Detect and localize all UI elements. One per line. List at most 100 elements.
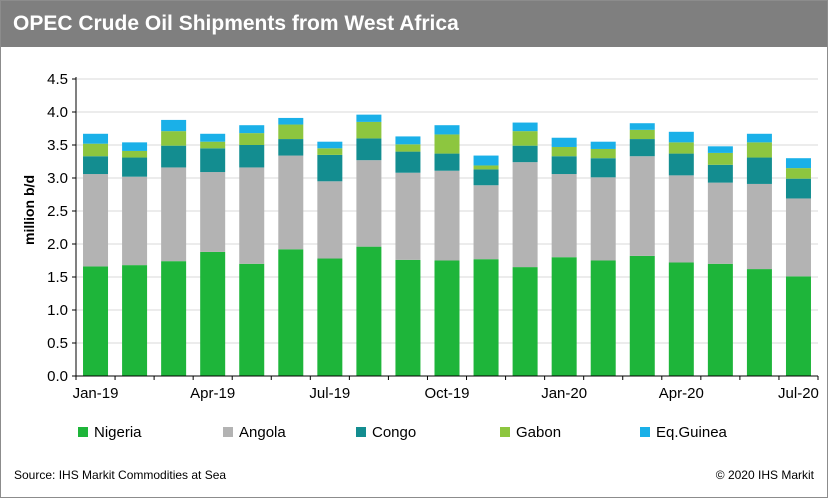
bar-segment-angola [473,185,499,260]
bar-segment-nigeria [161,261,187,376]
bar-segment-gabon [512,131,538,146]
bar-segment-congo [473,169,499,186]
bar-segment-nigeria [434,260,460,376]
y-tick-label: 1.5 [47,269,68,286]
bar-segment-angola [356,160,382,247]
bar-segment-gabon [395,144,421,152]
x-tick-label: Apr-19 [190,385,235,402]
bar-segment-gabon [278,124,304,140]
y-tick-label: 2.5 [47,203,68,220]
bar-segment-angola [122,176,148,266]
bar-segment-angola [83,174,109,267]
bar-segment-nigeria [590,260,616,376]
x-tick-label: Jan-20 [541,385,587,402]
y-tick-label: 1.0 [47,302,68,319]
y-tick-label: 4.5 [47,71,68,88]
bar-segment-nigeria [200,251,226,376]
bar-segment-angola [746,183,772,270]
bar-segment-congo [590,158,616,178]
bar-segment-angola [551,174,577,258]
legend-label: Gabon [516,424,561,441]
bar-segment-angola [590,177,616,261]
legend-swatch [500,427,510,437]
bar-segment-eqguinea [668,131,694,143]
y-axis-label: million b/d [21,175,37,245]
bar-segment-congo [356,138,382,161]
source-note: Source: IHS Markit Commodities at Sea [14,468,227,482]
bar-segment-eqguinea [707,146,733,153]
bar-segment-nigeria [785,276,811,376]
title-bar: OPEC Crude Oil Shipments from West Afric… [1,1,827,47]
y-tick-label: 0.0 [47,368,68,385]
bar-segment-nigeria [239,263,265,376]
bar-segment-congo [200,148,226,173]
bar-segment-gabon [200,141,226,149]
legend-label: Eq.Guinea [656,424,728,441]
bar-segment-angola [161,167,187,262]
bar-segment-congo [434,153,460,171]
bar-segment-eqguinea [785,158,811,169]
bar-segment-nigeria [473,259,499,376]
bar-segment-gabon [83,143,109,157]
bar-segment-angola [629,156,655,256]
y-tick-label: 0.5 [47,335,68,352]
bar-segment-angola [317,181,343,259]
chart-title: OPEC Crude Oil Shipments from West Afric… [13,12,459,35]
legend-swatch [356,427,366,437]
bar-segment-nigeria [512,267,538,376]
x-tick-label: Jul-19 [309,385,350,402]
legend-swatch [78,427,88,437]
axes [72,77,819,380]
bar-segment-congo [239,145,265,168]
bar-segment-angola [278,155,304,250]
bar-segment-eqguinea [83,133,109,144]
bar-segment-congo [278,139,304,156]
y-tick-label: 3.5 [47,137,68,154]
bar-segment-gabon [746,142,772,158]
bar-segment-eqguinea [629,123,655,130]
legend-swatch [223,427,233,437]
bar-segment-gabon [629,129,655,140]
bar-segment-gabon [473,165,499,170]
legend-label: Angola [239,424,286,441]
bar-segment-eqguinea [434,125,460,135]
bar-segment-gabon [317,148,343,155]
bar-segment-eqguinea [473,155,499,166]
bar-segment-nigeria [356,246,382,376]
bar-segment-congo [551,156,577,175]
bar-segment-nigeria [707,263,733,376]
x-tick-label: Jan-19 [73,385,119,402]
bar-segment-nigeria [551,257,577,376]
bar-segment-eqguinea [551,137,577,147]
bar-segment-gabon [551,146,577,157]
x-tick-label: Oct-19 [424,385,469,402]
bar-segment-nigeria [746,269,772,376]
bar-segment-angola [668,175,694,263]
x-tick-label: Apr-20 [659,385,704,402]
bar-segment-gabon [161,131,187,146]
y-tick-labels: 0.0 0.5 1.0 1.5 2.0 2.5 3.0 3.5 4.0 4.5 [47,71,68,385]
bar-segment-angola [785,198,811,277]
legend-label: Nigeria [94,424,142,441]
bar-segment-nigeria [668,262,694,376]
legend-swatch [640,427,650,437]
bar-segment-eqguinea [395,136,421,145]
bar-segment-nigeria [395,259,421,376]
bar-segment-gabon [590,148,616,159]
bar-segment-eqguinea [317,141,343,149]
bar-segment-gabon [356,121,382,139]
bar-segment-congo [629,139,655,157]
copyright-note: © 2020 IHS Markit [715,468,814,482]
bar-segment-eqguinea [239,125,265,134]
bar-segment-gabon [122,150,148,158]
bar-segment-eqguinea [161,119,187,132]
bar-segment-congo [317,154,343,182]
bar-segment-gabon [707,152,733,165]
bar-segment-eqguinea [512,122,538,132]
bar-segment-gabon [668,142,694,154]
bar-segment-eqguinea [746,133,772,143]
bar-segment-congo [83,156,109,175]
bar-segment-angola [434,170,460,261]
bar-segment-eqguinea [122,142,148,151]
